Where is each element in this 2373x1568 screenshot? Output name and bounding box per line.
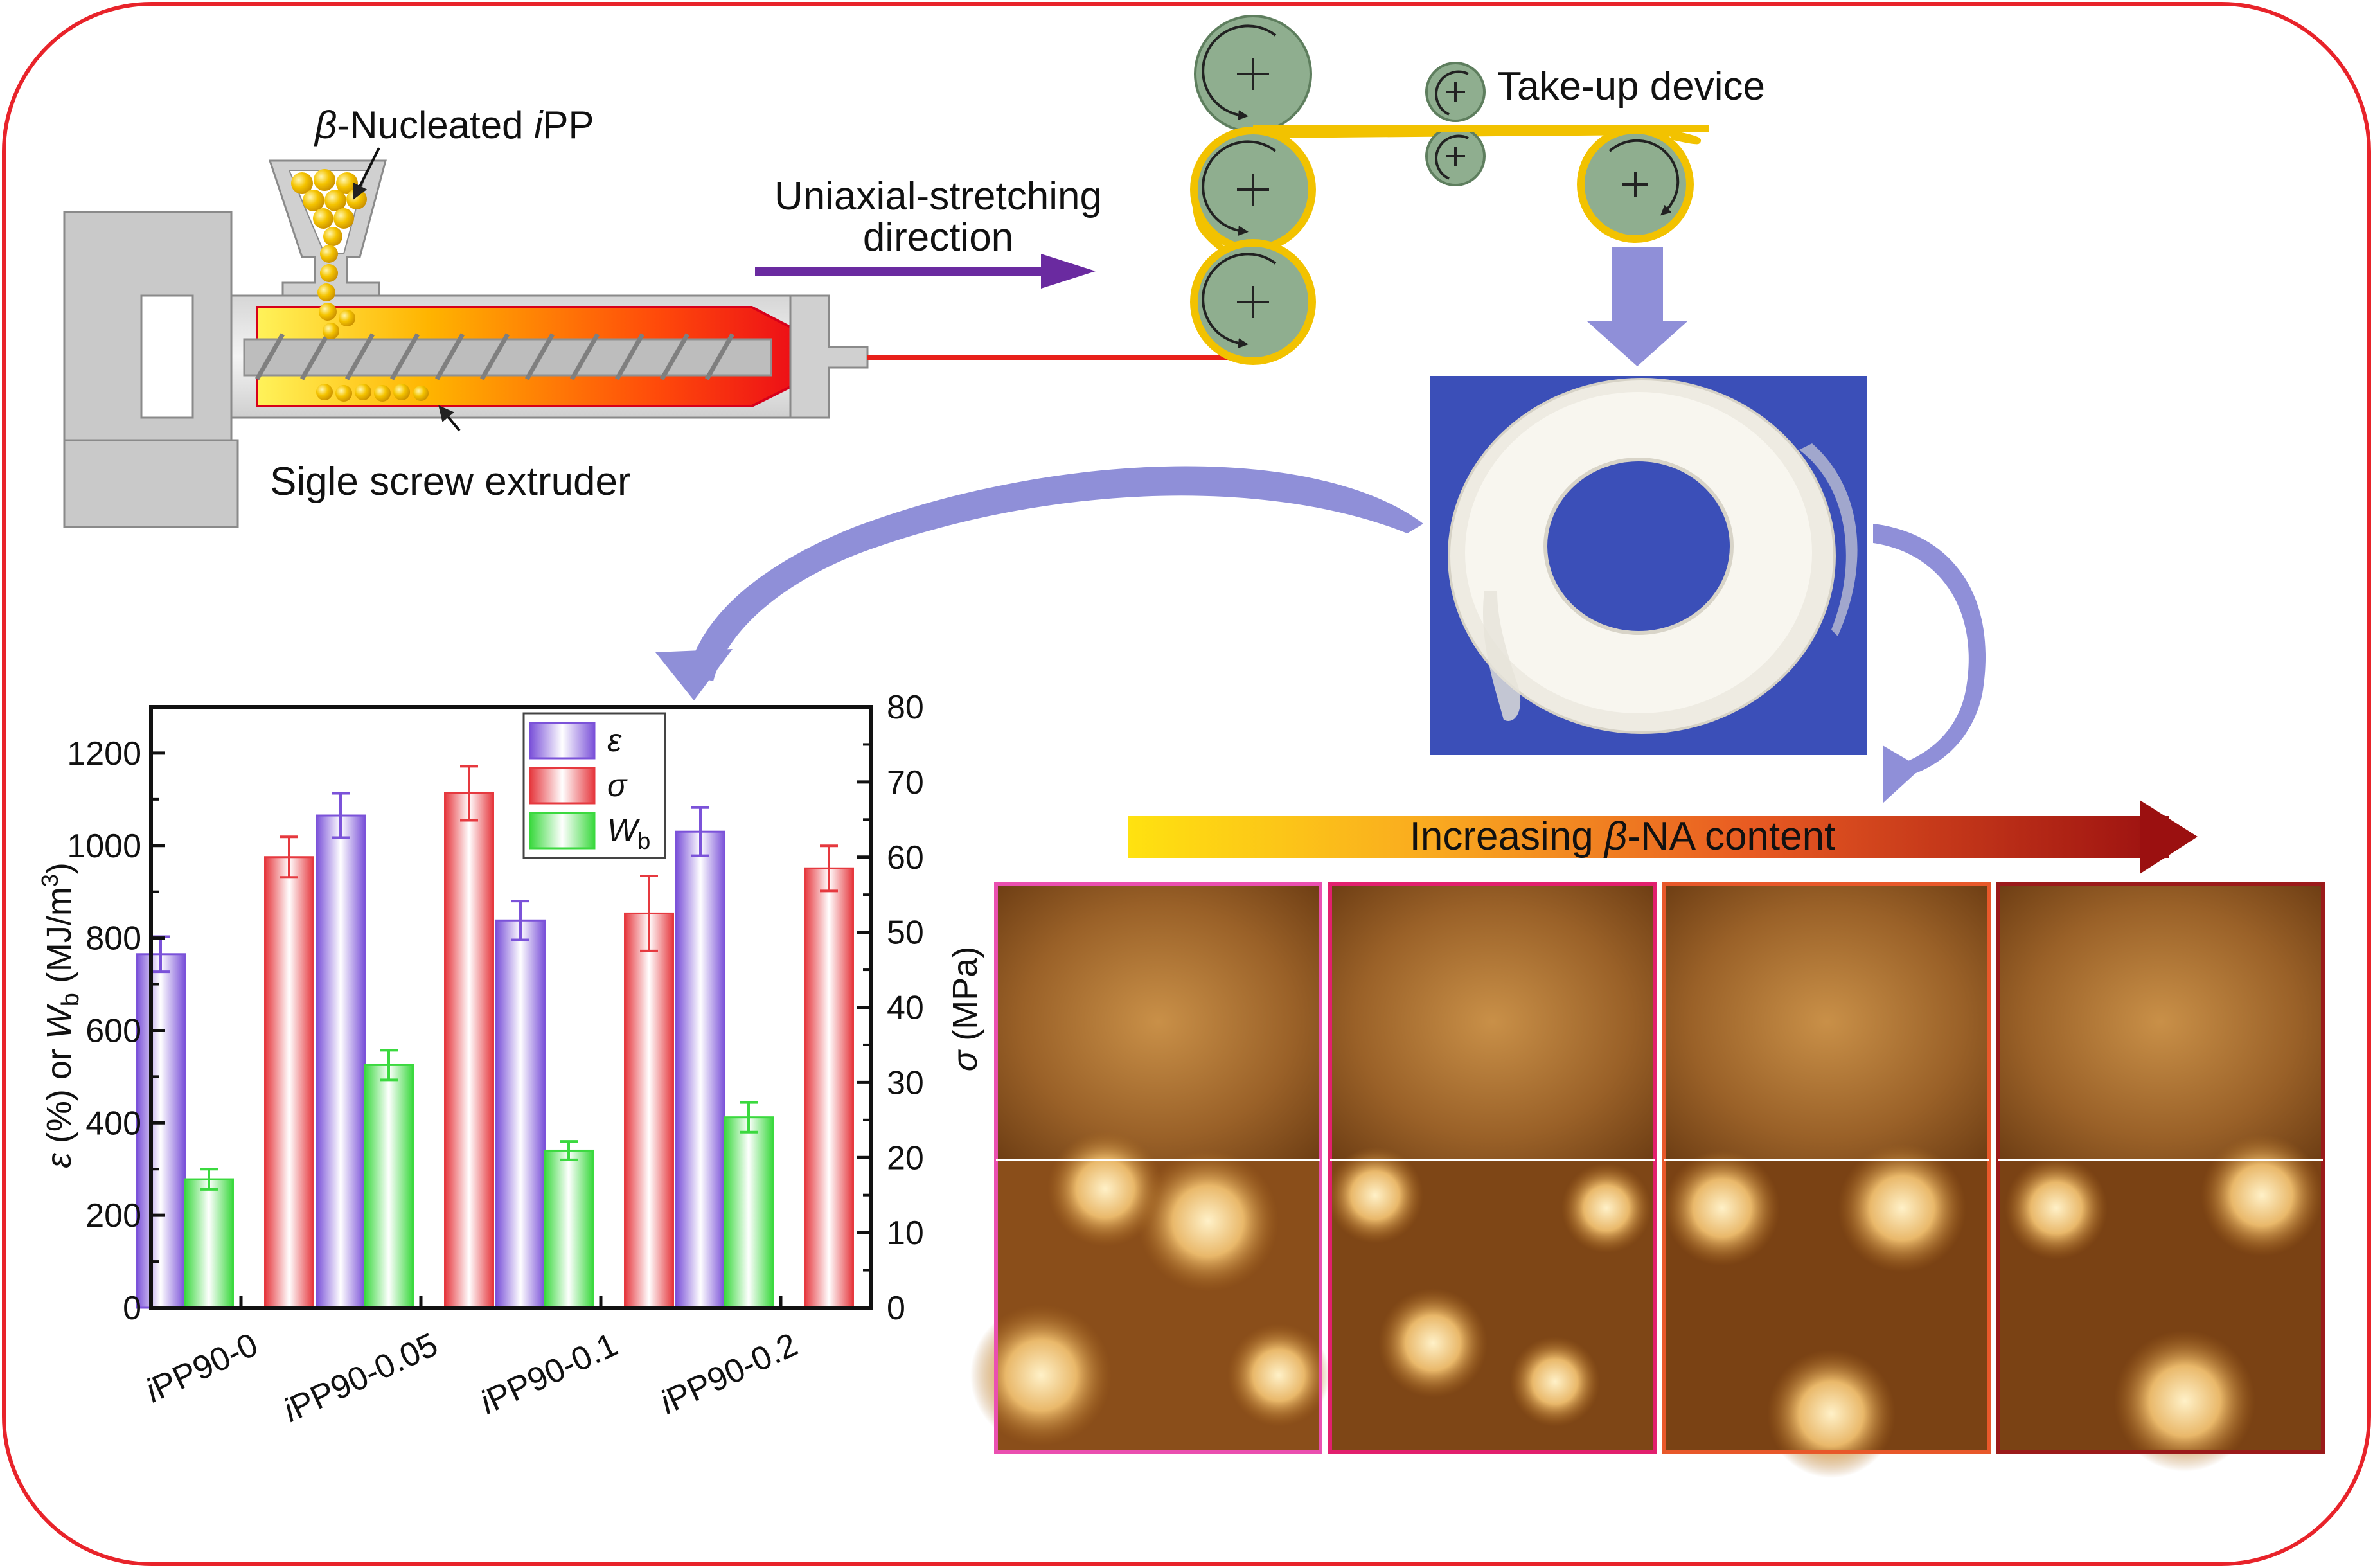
legend-swatch-1 xyxy=(529,767,596,805)
right-tick-label: 70 xyxy=(887,764,924,801)
swoosh-arrow-left xyxy=(655,466,1423,700)
right-tick-label: 40 xyxy=(887,990,924,1027)
takeup-label: Take-up device xyxy=(1497,64,1765,109)
legend-label-2: Wb xyxy=(607,812,650,854)
y-axis-label-right: σ (MPa) xyxy=(946,947,984,1072)
legend-swatch-2 xyxy=(529,812,596,850)
left-tick-label: 400 xyxy=(85,1105,141,1142)
legend-swatch-0 xyxy=(529,722,596,760)
gradient-label: Increasing β-NA content xyxy=(1410,814,1836,859)
legend-label-1: σ xyxy=(607,767,628,803)
bar-epsilon-0 xyxy=(136,953,186,1309)
beta-na-gradient-arrow xyxy=(1128,800,2198,874)
left-tick-label: 800 xyxy=(85,920,141,958)
right-tick-label: 60 xyxy=(887,839,924,877)
error-bar-2-0 xyxy=(200,1168,218,1191)
swoosh-arrow-right xyxy=(1873,524,1986,803)
film-roll-photo xyxy=(1430,376,1867,755)
bar-sigma-3 xyxy=(804,867,854,1309)
stretch-label-line2: direction xyxy=(863,215,1013,260)
extruder-base xyxy=(63,439,239,528)
down-arrow xyxy=(1587,247,1687,366)
error-bar-2-3 xyxy=(740,1101,758,1134)
extruder-machine xyxy=(63,147,869,528)
beta-nucleated-pellets xyxy=(291,169,429,402)
bar-sigma-0 xyxy=(264,856,314,1309)
error-bar-1-2 xyxy=(640,874,658,952)
afm-panel-4 xyxy=(1996,882,2325,1472)
bar-epsilon-2 xyxy=(495,919,546,1309)
right-tick-label: 0 xyxy=(887,1290,905,1327)
error-bar-1-0 xyxy=(280,835,298,879)
bar-sigma-2 xyxy=(624,912,674,1309)
y-axis-label-left: ε (%) or Wb (MJ/m3) xyxy=(37,862,84,1168)
bar-wb-3 xyxy=(724,1116,774,1309)
right-tick-label: 30 xyxy=(887,1064,924,1101)
screw xyxy=(243,333,772,380)
left-tick-label: 1200 xyxy=(67,735,141,772)
error-bar-1-1 xyxy=(460,765,478,822)
error-bar-0-2 xyxy=(511,900,529,941)
bar-wb-2 xyxy=(544,1149,594,1309)
error-bar-2-1 xyxy=(380,1049,398,1082)
left-tick-label: 1000 xyxy=(67,828,141,865)
hopper-label: β-Nucleated iPP xyxy=(314,103,594,147)
afm-panel-2 xyxy=(1327,882,1657,1454)
legend-label-0: ε xyxy=(607,722,622,758)
stretch-label-line1: Uniaxial-stretching xyxy=(774,174,1102,218)
bar-sigma-1 xyxy=(444,792,494,1309)
bar-epsilon-3 xyxy=(675,830,725,1309)
extruder-label: Sigle screw extruder xyxy=(270,459,631,504)
error-bar-1-3 xyxy=(820,844,838,893)
stretch-direction-arrow xyxy=(755,254,1096,289)
bar-wb-1 xyxy=(364,1064,414,1309)
bar-epsilon-1 xyxy=(316,814,366,1309)
afm-image-grid xyxy=(970,882,2325,1478)
chart-legend: εσ Wb xyxy=(522,712,666,859)
extruder-window xyxy=(140,294,194,419)
left-tick-label: 0 xyxy=(123,1290,141,1327)
right-axis-ticks: 0 10 20 30 40 50 60 70 80 xyxy=(857,689,924,1327)
afm-panel-3 xyxy=(1662,882,1991,1478)
bar-wb-0 xyxy=(184,1178,234,1309)
afm-panel-1 xyxy=(970,882,1330,1454)
left-tick-label: 600 xyxy=(85,1012,141,1049)
right-tick-label: 80 xyxy=(887,689,924,726)
right-tick-label: 10 xyxy=(887,1215,924,1252)
roller-assembly xyxy=(1190,15,1709,365)
error-bar-2-2 xyxy=(560,1140,578,1161)
error-bar-0-3 xyxy=(691,806,709,857)
extruder-nozzle xyxy=(789,294,869,419)
left-tick-label: 200 xyxy=(85,1197,141,1234)
error-bar-0-1 xyxy=(332,792,350,839)
left-axis-ticks: 0 200 400 600 800 1000 1200 xyxy=(67,735,165,1327)
chart-bars xyxy=(136,792,854,1309)
right-tick-label: 20 xyxy=(887,1139,924,1177)
right-tick-label: 50 xyxy=(887,914,924,952)
